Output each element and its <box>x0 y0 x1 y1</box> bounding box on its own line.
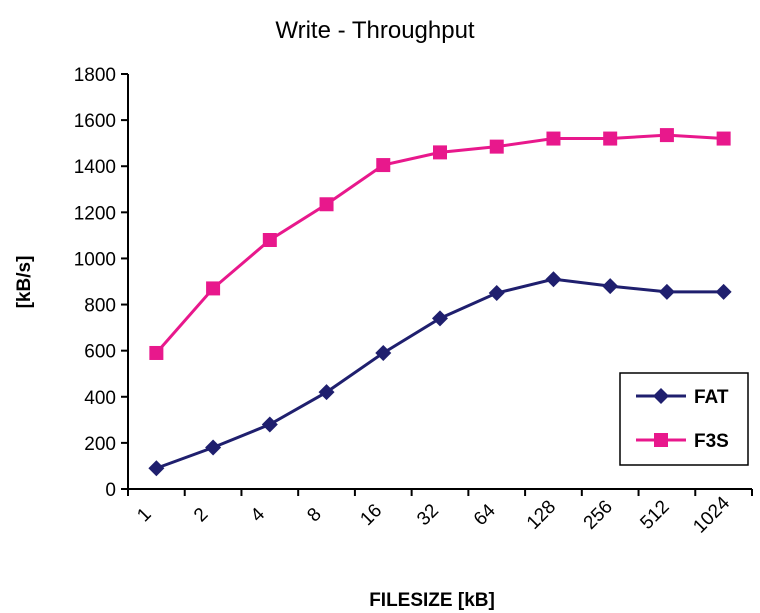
data-point-fat <box>148 460 165 477</box>
data-point-f3s <box>603 131 618 146</box>
series-fat <box>148 271 732 477</box>
y-axis-label: [kB/s] <box>14 256 35 309</box>
data-point-fat <box>375 344 392 361</box>
data-point-f3s <box>319 197 334 212</box>
data-point-f3s <box>433 145 447 160</box>
x-tick-label: 1024 <box>689 492 734 537</box>
chart-title: Write - Throughput <box>275 17 475 44</box>
legend-label-fat: FAT <box>694 387 729 408</box>
data-point-fat <box>261 416 278 433</box>
y-tick-label: 0 <box>105 480 116 501</box>
legend-marker-fat <box>653 388 669 404</box>
y-tick-label: 1000 <box>74 249 116 270</box>
x-tick-label: 32 <box>413 500 443 530</box>
data-point-f3s <box>149 345 164 360</box>
data-point-fat <box>432 310 448 327</box>
x-tick-label: 1 <box>133 504 155 526</box>
data-point-fat <box>205 439 222 456</box>
data-point-fat <box>545 271 562 288</box>
legend: FAT F3S <box>619 372 749 466</box>
y-tick-label: 600 <box>84 342 116 363</box>
y-tick-label: 1200 <box>74 203 116 224</box>
data-point-f3s <box>489 139 504 154</box>
x-tick-label: 16 <box>356 500 386 530</box>
series-f3s <box>149 128 731 360</box>
data-point-fat <box>318 384 335 401</box>
series-layer <box>148 128 732 477</box>
y-ticks: 0 200 400 600 800 1000 1200 1400 1600 1800 <box>74 65 128 501</box>
x-tick-label: 128 <box>523 496 560 533</box>
x-tick-label: 256 <box>580 496 617 533</box>
data-point-fat <box>658 283 675 300</box>
legend-box <box>619 372 749 466</box>
x-tick-label: 64 <box>470 500 500 530</box>
x-tick-label: 4 <box>247 504 270 527</box>
y-tick-label: 200 <box>84 434 116 455</box>
data-point-f3s <box>376 158 391 173</box>
y-tick-label: 1600 <box>74 111 116 132</box>
x-tick-label: 512 <box>636 496 673 533</box>
x-tick-label: 8 <box>303 504 325 526</box>
data-point-f3s <box>262 233 277 247</box>
x-axis-label: FILESIZE [kB] <box>369 590 495 611</box>
y-tick-label: 800 <box>84 296 116 317</box>
data-point-fat <box>488 285 505 302</box>
data-point-fat <box>715 283 732 300</box>
data-point-f3s <box>716 131 731 146</box>
x-tick-label: 2 <box>190 504 212 526</box>
data-point-fat <box>602 278 619 295</box>
legend-marker-f3s <box>654 433 668 447</box>
data-point-f3s <box>659 128 674 143</box>
data-point-f3s <box>546 131 561 146</box>
y-tick-label: 1800 <box>74 65 116 86</box>
x-ticks: 1 2 4 8 16 32 64 128 256 512 1024 <box>127 489 753 537</box>
legend-label-f3s: F3S <box>694 431 729 452</box>
axes <box>127 74 752 490</box>
y-tick-label: 1400 <box>74 157 116 178</box>
y-tick-label: 400 <box>84 388 116 409</box>
data-point-f3s <box>206 281 221 296</box>
